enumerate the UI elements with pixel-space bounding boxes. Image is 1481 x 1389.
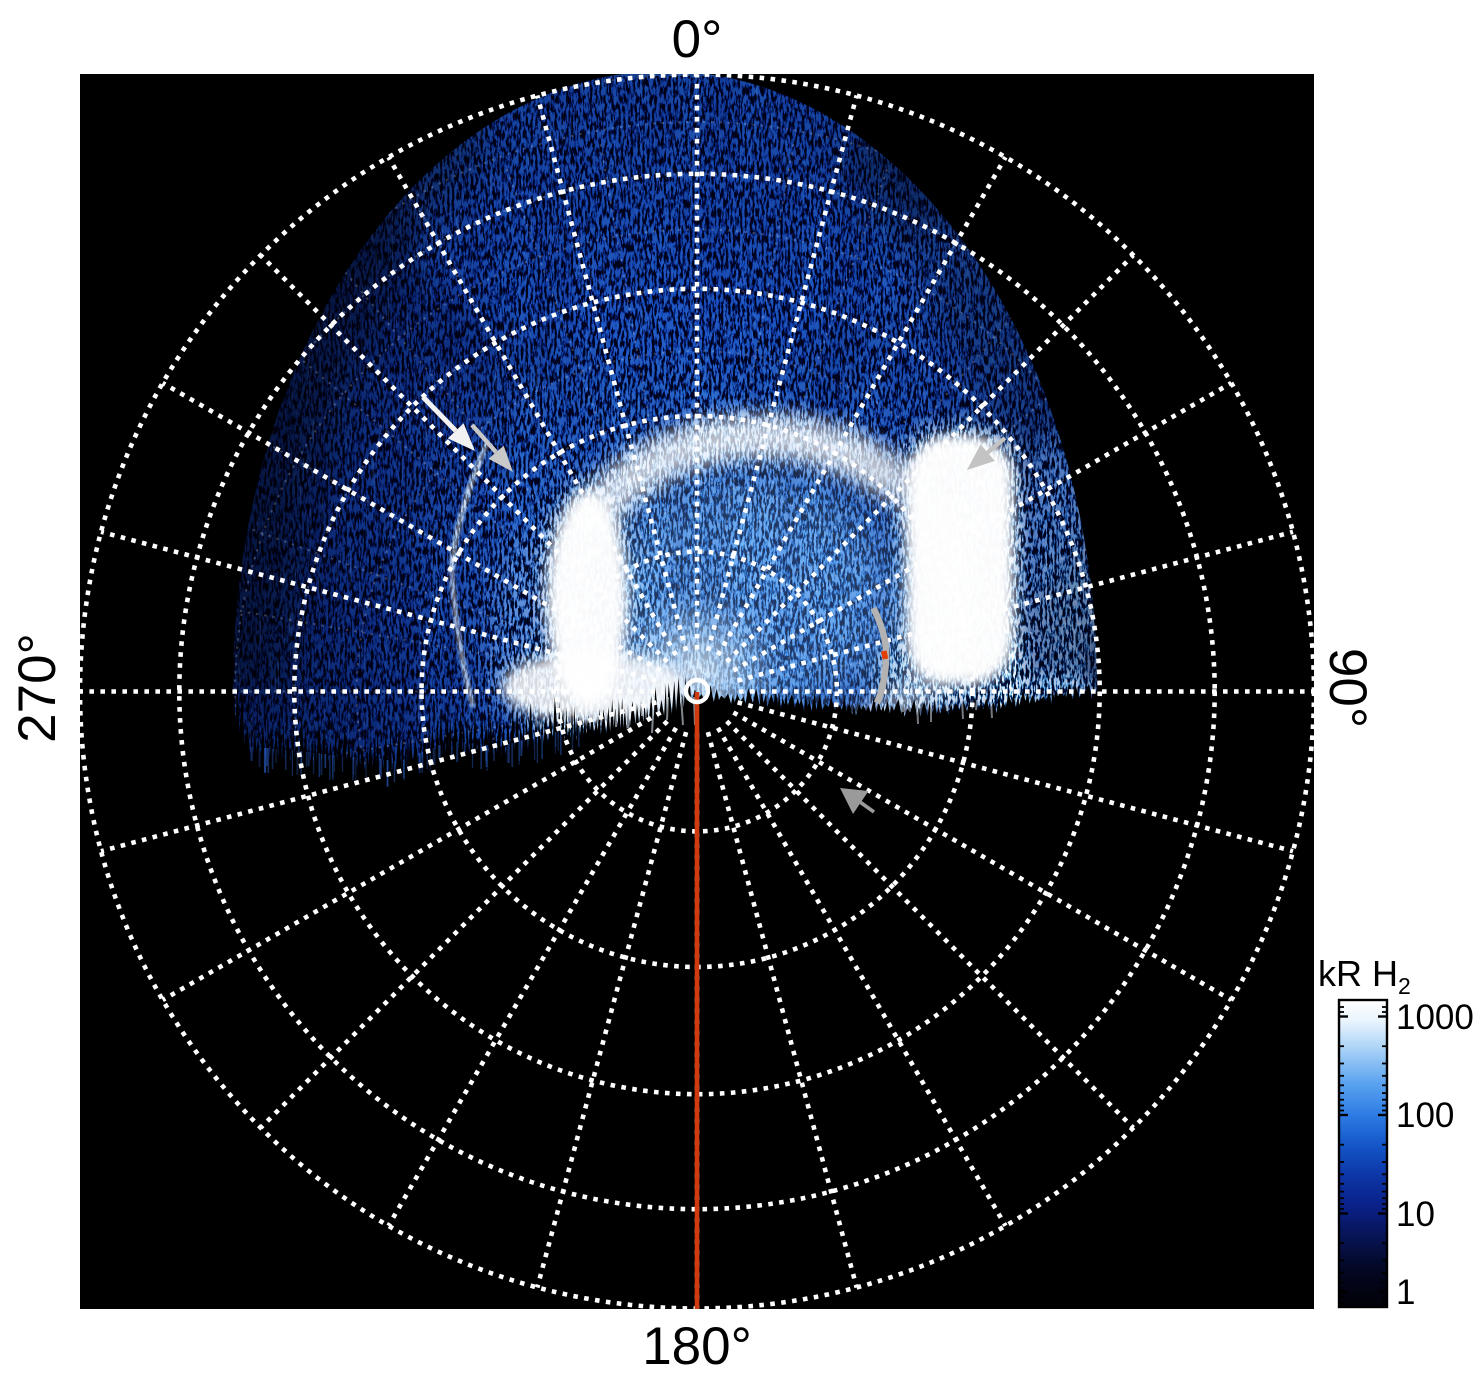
svg-text:10: 10 (1396, 1195, 1435, 1234)
svg-text:100: 100 (1396, 1096, 1454, 1135)
svg-text:1: 1 (1396, 1273, 1415, 1312)
svg-text:180°: 180° (642, 1317, 752, 1376)
svg-text:90°: 90° (1318, 648, 1377, 728)
svg-text:kR H2: kR H2 (1318, 953, 1411, 999)
svg-text:1000: 1000 (1396, 998, 1474, 1037)
svg-text:270°: 270° (8, 633, 67, 743)
svg-text:0°: 0° (672, 10, 723, 69)
